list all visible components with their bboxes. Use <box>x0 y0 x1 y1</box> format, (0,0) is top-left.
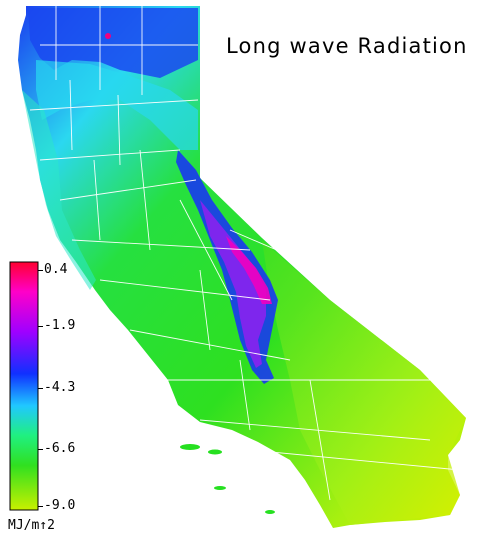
legend-tick <box>38 326 43 327</box>
legend-tick <box>38 270 43 271</box>
legend-unit: MJ/m↑2 <box>8 518 55 533</box>
northern-highlands <box>28 8 198 78</box>
legend-tick <box>38 506 43 507</box>
legend-label-max: 0.4 <box>44 262 68 277</box>
sierra-nevada-peaks <box>226 236 272 304</box>
legend-label-3: -4.3 <box>44 380 76 395</box>
legend-label-min: -9.0 <box>44 498 76 513</box>
coastal-band <box>22 90 96 290</box>
sierra-nevada-purple <box>200 200 266 368</box>
channel-islands <box>180 444 275 514</box>
legend-tick <box>38 449 43 450</box>
map-title: Long wave Radiation <box>226 34 468 58</box>
legend-color-bar <box>9 261 39 511</box>
legend-label-4: -6.6 <box>44 441 76 456</box>
northern-cyan <box>36 60 198 150</box>
shasta-peak <box>105 33 111 39</box>
legend-label-2: -1.9 <box>44 318 76 333</box>
county-boundaries <box>29 6 461 526</box>
desert-region <box>262 240 466 525</box>
legend-tick <box>38 388 43 389</box>
